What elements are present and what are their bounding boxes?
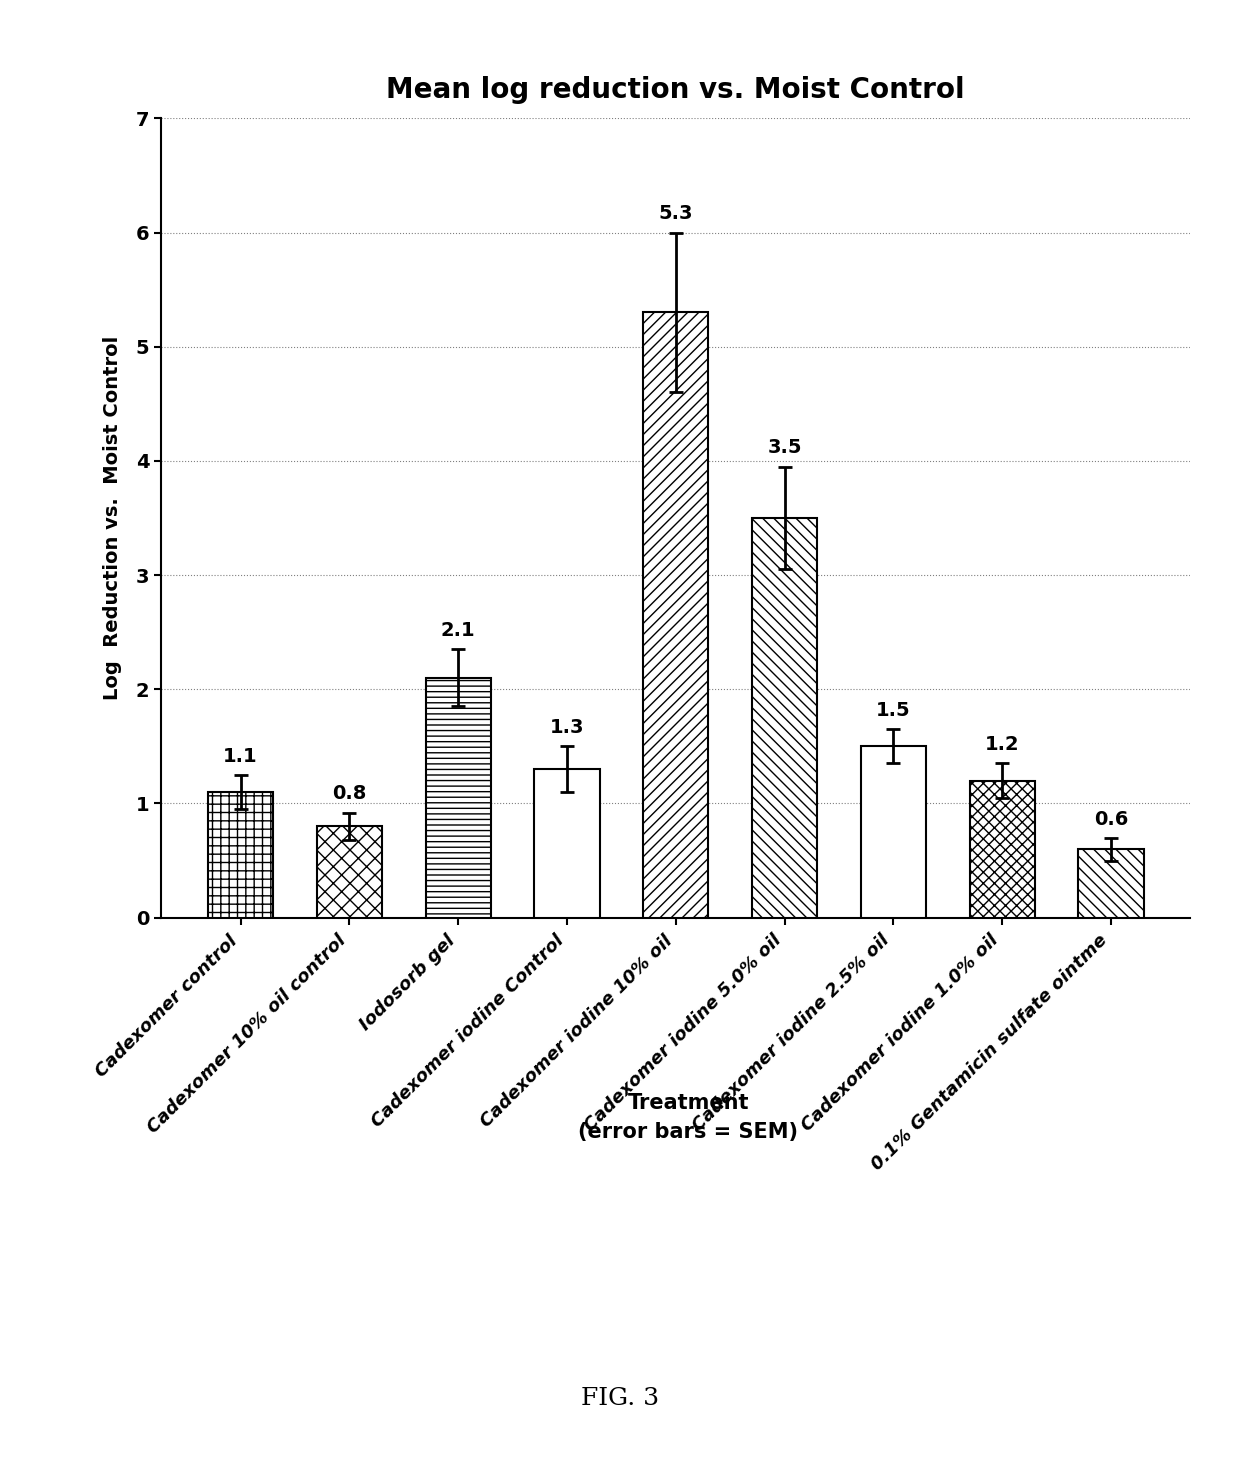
Text: 1.2: 1.2 — [985, 736, 1019, 755]
Text: 5.3: 5.3 — [658, 204, 693, 223]
Text: 1.3: 1.3 — [549, 718, 584, 737]
Bar — [751, 518, 817, 918]
Text: 1.1: 1.1 — [223, 747, 258, 765]
Text: FIG. 3: FIG. 3 — [580, 1387, 660, 1410]
Bar — [644, 312, 708, 918]
Text: 1.5: 1.5 — [877, 702, 910, 721]
Bar — [316, 826, 382, 918]
Text: 0.8: 0.8 — [332, 784, 367, 804]
Y-axis label: Log  Reduction vs.  Moist Control: Log Reduction vs. Moist Control — [103, 336, 122, 700]
Bar — [1079, 850, 1143, 918]
Bar — [861, 746, 926, 918]
Text: 0.6: 0.6 — [1094, 810, 1128, 829]
Text: (error bars = SEM): (error bars = SEM) — [578, 1122, 799, 1143]
Bar — [970, 780, 1035, 918]
Bar — [534, 770, 600, 918]
Text: 3.5: 3.5 — [768, 438, 802, 457]
Text: Treatment: Treatment — [627, 1092, 749, 1113]
Bar — [208, 792, 273, 918]
Bar — [425, 678, 491, 918]
Text: 2.1: 2.1 — [441, 622, 475, 641]
Title: Mean log reduction vs. Moist Control: Mean log reduction vs. Moist Control — [387, 75, 965, 104]
